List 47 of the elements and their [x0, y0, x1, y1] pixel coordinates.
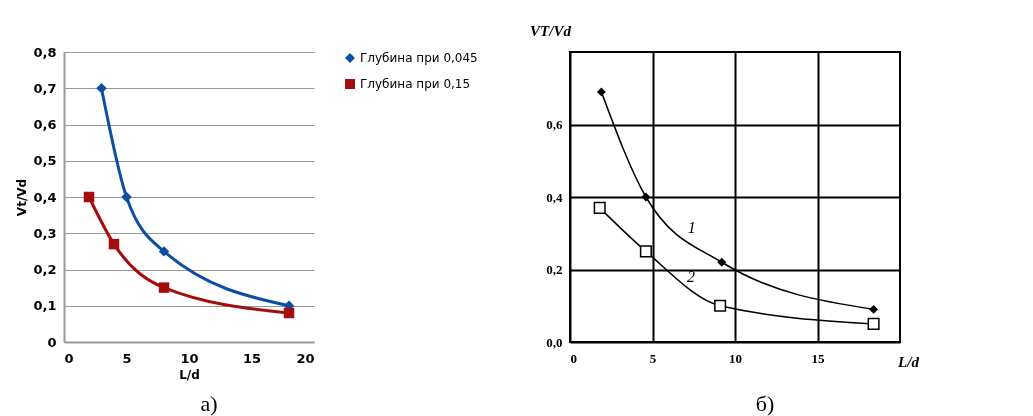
- y-tick-label: 0,2: [33, 262, 57, 277]
- point: [867, 317, 880, 330]
- point: [641, 192, 651, 202]
- x-axis-title: L/d: [897, 353, 920, 370]
- point: [158, 246, 170, 257]
- text: б): [755, 391, 775, 416]
- y-axis-title: Vt/Vd: [15, 178, 30, 217]
- x-tick-label: 10: [180, 350, 199, 366]
- y-axis-title: VT/Vd: [530, 22, 572, 39]
- y-tick-label: 0,4: [33, 189, 57, 205]
- point: [596, 87, 606, 97]
- legend-label: Глубина при 0,15: [360, 77, 471, 91]
- point: [83, 191, 95, 203]
- y-tick-label: 0,6: [33, 117, 57, 132]
- y-tick-label: 0,8: [33, 44, 57, 60]
- x-tick-label: 10: [729, 350, 742, 366]
- point: [96, 83, 107, 94]
- point: [714, 299, 727, 312]
- x-tick-label: 15: [242, 350, 262, 366]
- x-tick-label: 5: [122, 350, 132, 366]
- x-tick-label: 15: [811, 350, 825, 366]
- y-tick-label: 0: [47, 334, 57, 350]
- x-tick-label: 0: [64, 350, 74, 366]
- point: [717, 257, 727, 267]
- x-tick-label: 20: [296, 350, 315, 366]
- text: а): [200, 391, 218, 416]
- y-tick-label: 0,1: [33, 298, 57, 314]
- series-label: 2: [687, 267, 696, 285]
- y-tick-label: 0,4: [546, 189, 563, 205]
- y-tick-label: 0,7: [33, 80, 57, 96]
- legend-label: Глубина при 0,045: [360, 51, 478, 65]
- y-tick-label: 0,3: [33, 225, 57, 241]
- y-tick-label: 0,2: [546, 262, 563, 277]
- series-label: 1: [687, 218, 696, 236]
- x-tick-label: 0: [570, 350, 577, 366]
- x-tick-label: 5: [649, 350, 657, 366]
- point: [158, 282, 170, 293]
- y-tick-label: 0,5: [33, 153, 57, 169]
- y-tick-label: 0,0: [546, 334, 563, 350]
- point: [121, 191, 132, 203]
- point: [593, 201, 606, 214]
- point: [108, 238, 120, 250]
- y-tick-label: 0,6: [546, 117, 563, 132]
- x-axis-title: L/d: [179, 367, 200, 382]
- point: [639, 245, 652, 258]
- point: [869, 304, 879, 314]
- point: [283, 307, 295, 319]
